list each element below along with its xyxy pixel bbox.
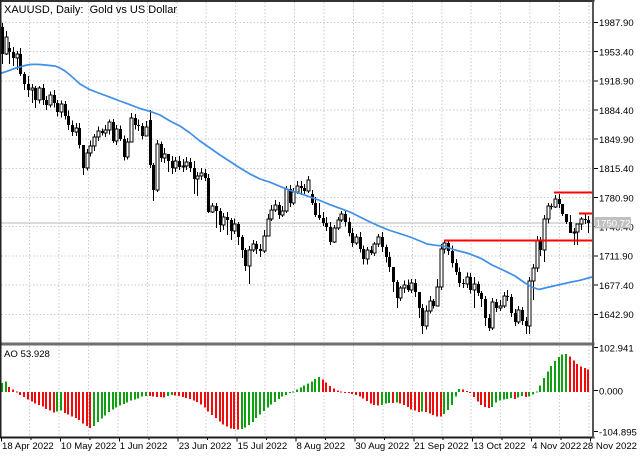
- svg-text:1642.90: 1642.90: [599, 310, 634, 321]
- svg-text:1677.40: 1677.40: [599, 281, 634, 292]
- svg-text:1750.72: 1750.72: [596, 219, 631, 230]
- svg-text:1987.90: 1987.90: [599, 18, 634, 29]
- svg-text:1849.90: 1849.90: [599, 135, 634, 146]
- svg-text:-104.895: -104.895: [599, 427, 637, 438]
- svg-text:102.941: 102.941: [599, 343, 634, 354]
- svg-text:1918.90: 1918.90: [599, 77, 634, 88]
- svg-text:1 Jun 2022: 1 Jun 2022: [120, 441, 167, 452]
- svg-text:28 Nov 2022: 28 Nov 2022: [583, 441, 637, 452]
- svg-text:0.000: 0.000: [599, 386, 623, 397]
- svg-text:10 May 2022: 10 May 2022: [61, 441, 116, 452]
- svg-text:1953.40: 1953.40: [599, 47, 634, 58]
- svg-text:AO 53.928: AO 53.928: [4, 349, 50, 360]
- svg-text:1711.90: 1711.90: [599, 252, 633, 263]
- svg-text:21 Sep 2022: 21 Sep 2022: [414, 441, 468, 452]
- svg-text:23 Jun 2022: 23 Jun 2022: [179, 441, 232, 452]
- svg-text:18 Apr 2022: 18 Apr 2022: [2, 441, 54, 452]
- svg-text:8 Aug 2022: 8 Aug 2022: [297, 441, 346, 452]
- svg-text:4 Nov 2022: 4 Nov 2022: [532, 441, 581, 452]
- svg-text:XAUUSD, Daily: Gold vs US Dol: XAUUSD, Daily: Gold vs US Dollar: [4, 4, 177, 16]
- svg-text:1780.90: 1780.90: [599, 193, 634, 204]
- svg-text:13 Oct 2022: 13 Oct 2022: [473, 441, 525, 452]
- svg-text:30 Aug 2022: 30 Aug 2022: [355, 441, 409, 452]
- svg-text:1815.40: 1815.40: [599, 164, 634, 175]
- svg-text:15 Jul 2022: 15 Jul 2022: [238, 441, 288, 452]
- svg-text:1884.40: 1884.40: [599, 106, 634, 117]
